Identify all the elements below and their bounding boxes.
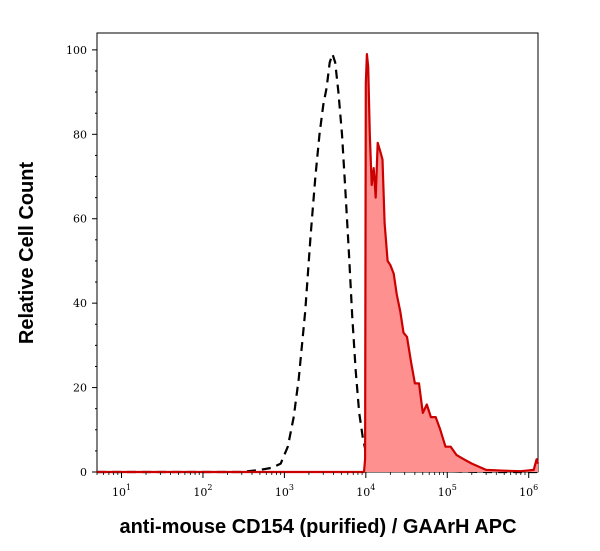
y-axis-ticks: 0 20 40 60 80 100 [66, 44, 97, 479]
y-axis-label: Relative Cell Count [16, 162, 38, 345]
y-tick-label: 40 [73, 297, 87, 310]
x-axis-label: anti-mouse CD154 (purified) / GAArH APC [119, 516, 516, 538]
plot-area [96, 32, 540, 474]
x-tick-label: 102 [193, 483, 212, 499]
y-tick-label: 20 [73, 382, 87, 395]
x-axis-ticks: 101 102 103 104 105 106 [96, 472, 538, 499]
x-tick-label: 106 [519, 483, 538, 499]
x-tick-label: 101 [112, 483, 131, 499]
x-tick-label: 104 [356, 483, 375, 499]
series-1-line [97, 53, 540, 474]
y-tick-label: 0 [80, 466, 87, 479]
y-tick-label: 80 [73, 128, 87, 141]
x-tick-label: 103 [275, 483, 294, 499]
y-tick-label: 60 [73, 213, 87, 226]
y-tick-label: 100 [66, 44, 87, 57]
x-tick-label: 105 [438, 483, 457, 499]
